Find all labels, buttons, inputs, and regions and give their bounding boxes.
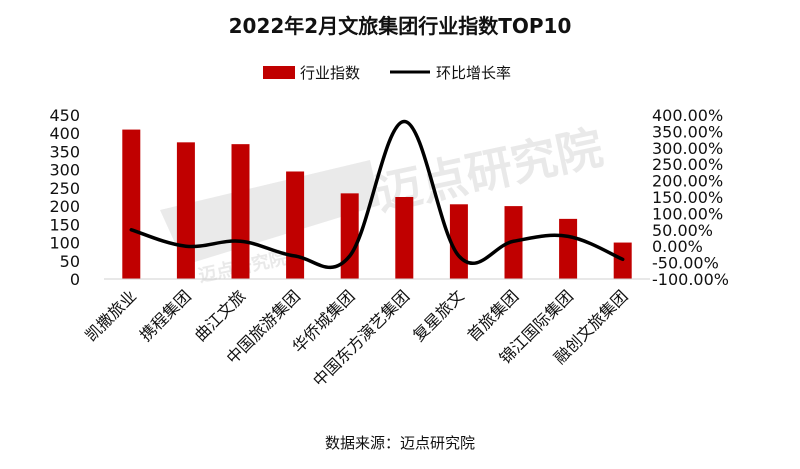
y-right-tick-label: 350.00%	[652, 122, 723, 141]
y-left-tick-label: 400	[49, 124, 80, 143]
y-right-axis: -100.00%-50.00%0.00%50.00%100.00%150.00%…	[652, 106, 729, 289]
y-right-tick-label: 50.00%	[652, 221, 713, 240]
bar	[340, 193, 359, 279]
y-right-tick-label: 100.00%	[652, 204, 723, 223]
watermark-logo-shape	[160, 160, 380, 265]
legend: 行业指数 环比增长率	[263, 64, 511, 82]
bar	[176, 142, 195, 279]
y-right-tick-label: 200.00%	[652, 172, 723, 191]
y-right-tick-label: -50.00%	[652, 254, 719, 273]
legend-label-line: 环比增长率	[436, 64, 511, 82]
x-tick-label: 凯撒旅业	[81, 286, 140, 345]
y-left-tick-label: 100	[49, 234, 80, 253]
source-note: 数据来源：迈点研究院	[325, 434, 475, 452]
legend-swatch-bar	[263, 66, 295, 79]
bar	[449, 204, 468, 279]
bar	[286, 171, 305, 279]
y-right-tick-label: 250.00%	[652, 155, 723, 174]
y-left-tick-label: 50	[60, 252, 80, 271]
x-tick-label: 携程集团	[136, 286, 195, 345]
x-tick-label: 复星旅文	[409, 286, 468, 345]
y-right-tick-label: -100.00%	[652, 270, 729, 289]
growth-rate-line	[129, 119, 625, 270]
bar	[231, 144, 250, 279]
y-right-tick-label: 150.00%	[652, 188, 723, 207]
y-left-tick-label: 0	[70, 270, 80, 289]
y-left-tick-label: 150	[49, 215, 80, 234]
y-right-tick-label: 400.00%	[652, 106, 723, 125]
bar	[395, 197, 414, 279]
y-right-tick-label: 300.00%	[652, 139, 723, 158]
y-left-tick-label: 250	[49, 179, 80, 198]
bar	[122, 129, 141, 279]
x-tick-label: 中国东方演艺集团	[309, 286, 413, 390]
y-left-tick-label: 200	[49, 197, 80, 216]
x-axis-labels: 凯撒旅业携程集团曲江文旅中国旅游集团华侨城集团中国东方演艺集团复星旅文首旅集团锦…	[81, 286, 631, 390]
y-left-tick-label: 300	[49, 161, 80, 180]
chart-title: 2022年2月文旅集团行业指数TOP10	[229, 14, 572, 38]
bar	[559, 218, 578, 279]
legend-label-bar: 行业指数	[300, 64, 360, 82]
y-right-tick-label: 0.00%	[652, 237, 703, 256]
watermark: 迈点研究院 迈点研究院	[160, 120, 607, 287]
y-left-tick-label: 350	[49, 142, 80, 161]
y-left-tick-label: 450	[49, 106, 80, 125]
